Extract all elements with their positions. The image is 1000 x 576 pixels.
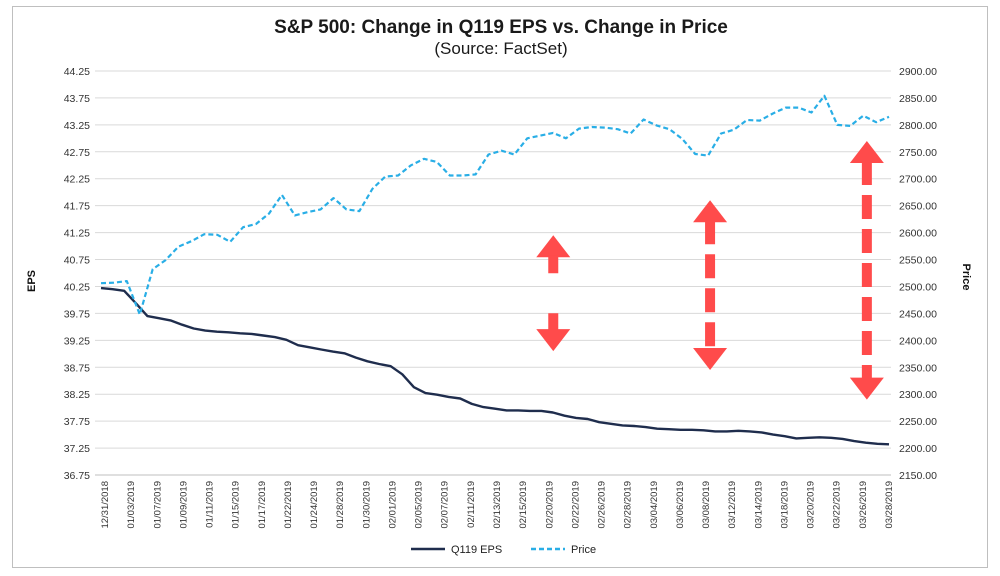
arrow-head-up <box>849 141 884 164</box>
y-tick-label: 37.75 <box>64 416 90 428</box>
x-tick-label: 01/30/2019 <box>361 481 372 529</box>
y2-tick-label: 2250.00 <box>899 416 937 428</box>
x-tick-label: 01/11/2019 <box>205 481 216 528</box>
y2-tick-label: 2700.00 <box>899 174 937 186</box>
arrow-head-up <box>693 200 728 223</box>
y2-tick-label: 2350.00 <box>899 362 937 374</box>
x-tick-label: 02/28/2019 <box>623 481 634 529</box>
x-tick-label: 03/12/2019 <box>727 481 738 529</box>
x-tick-label: 02/13/2019 <box>492 481 503 529</box>
x-tick-label: 02/05/2019 <box>414 481 425 529</box>
x-tick-label: 03/18/2019 <box>779 481 790 529</box>
chart: S&P 500: Change in Q119 EPS vs. Change i… <box>26 17 972 556</box>
y2-tick-label: 2600.00 <box>899 228 937 240</box>
x-tick-label: 01/28/2019 <box>335 481 346 529</box>
x-tick-label: 01/24/2019 <box>309 481 320 529</box>
legend: Q119 EPS Price <box>411 544 596 556</box>
y-tick-label: 38.25 <box>64 389 90 401</box>
y2-tick-label: 2550.00 <box>899 255 937 267</box>
x-tick-label: 01/03/2019 <box>126 481 137 529</box>
y-tick-label: 38.75 <box>64 362 90 374</box>
x-tick-label: 03/28/2019 <box>884 481 895 529</box>
double-arrow-2 <box>693 200 728 370</box>
legend-label-q119-eps: Q119 EPS <box>451 544 502 556</box>
x-tick-label: 03/26/2019 <box>858 481 869 529</box>
x-tick-label: 03/04/2019 <box>649 481 660 529</box>
x-axis-ticks: 12/31/2018 01/03/2019 01/07/2019 01/09/2019… <box>100 481 895 529</box>
arrow-head-down <box>536 329 571 352</box>
y2-tick-label: 2900.00 <box>899 66 937 78</box>
y-tick-label: 41.75 <box>64 201 90 213</box>
y-axis-ticks-left: 44.25 43.75 43.25 42.75 42.25 41.75 41.25 40.75… <box>64 66 90 482</box>
y2-tick-label: 2450.00 <box>899 308 937 320</box>
legend-label-price: Price <box>571 544 596 556</box>
y-tick-label: 42.75 <box>64 147 90 159</box>
x-tick-label: 02/22/2019 <box>570 481 581 529</box>
x-tick-label: 01/17/2019 <box>257 481 268 529</box>
arrow-head-down <box>849 377 884 400</box>
x-tick-label: 03/20/2019 <box>806 481 817 529</box>
y2-tick-label: 2200.00 <box>899 443 937 455</box>
y-tick-label: 43.25 <box>64 120 90 132</box>
x-tick-label: 01/07/2019 <box>152 481 163 529</box>
x-tick-label: 03/22/2019 <box>832 481 843 529</box>
y-axis-label-left: EPS <box>26 270 38 292</box>
x-tick-label: 03/06/2019 <box>675 481 686 529</box>
y2-tick-label: 2500.00 <box>899 281 937 293</box>
y-tick-label: 39.25 <box>64 335 90 347</box>
x-tick-label: 01/22/2019 <box>283 481 294 529</box>
x-tick-label: 03/08/2019 <box>701 481 712 529</box>
x-tick-label: 02/26/2019 <box>597 481 608 529</box>
x-tick-label: 02/01/2019 <box>387 481 398 529</box>
x-tick-label: 03/14/2019 <box>753 481 764 529</box>
y-tick-label: 40.25 <box>64 281 90 293</box>
x-tick-label: 02/20/2019 <box>544 481 555 529</box>
series-line-q119-eps <box>100 286 890 446</box>
chart-title: S&P 500: Change in Q119 EPS vs. Change i… <box>274 17 728 38</box>
double-arrow-1 <box>536 235 571 352</box>
x-tick-label: 12/31/2018 <box>100 481 111 529</box>
y-axis-label-right: Price <box>960 264 972 291</box>
x-tick-label: 02/11/2019 <box>466 481 477 528</box>
x-tick-label: 01/15/2019 <box>231 481 242 529</box>
x-tick-label: 01/09/2019 <box>178 481 189 529</box>
chart-frame: S&P 500: Change in Q119 EPS vs. Change i… <box>12 6 988 568</box>
series-line-price <box>100 94 890 316</box>
y-tick-label: 41.25 <box>64 228 90 240</box>
y2-tick-label: 2800.00 <box>899 120 937 132</box>
y2-tick-label: 2400.00 <box>899 335 937 347</box>
y-tick-label: 39.75 <box>64 308 90 320</box>
y2-tick-label: 2300.00 <box>899 389 937 401</box>
y-tick-label: 43.75 <box>64 93 90 105</box>
arrow-head-down <box>693 347 728 370</box>
y-tick-label: 44.25 <box>64 66 90 78</box>
y-tick-label: 40.75 <box>64 255 90 267</box>
y-axis-ticks-right: 2900.00 2850.00 2800.00 2750.00 2700.00 2650.… <box>899 66 937 482</box>
series-group <box>100 94 890 446</box>
y-tick-label: 36.75 <box>64 470 90 482</box>
y-tick-label: 37.25 <box>64 443 90 455</box>
y2-tick-label: 2850.00 <box>899 93 937 105</box>
y2-tick-label: 2650.00 <box>899 201 937 213</box>
annotation-arrows <box>536 141 884 400</box>
double-arrow-3 <box>849 141 884 400</box>
y2-tick-label: 2150.00 <box>899 470 937 482</box>
y-tick-label: 42.25 <box>64 174 90 186</box>
x-tick-label: 02/15/2019 <box>518 481 529 529</box>
chart-subtitle: (Source: FactSet) <box>434 39 567 58</box>
gridlines <box>95 70 891 476</box>
y2-tick-label: 2750.00 <box>899 147 937 159</box>
x-tick-label: 02/07/2019 <box>440 481 451 529</box>
arrow-head-up <box>536 235 571 258</box>
